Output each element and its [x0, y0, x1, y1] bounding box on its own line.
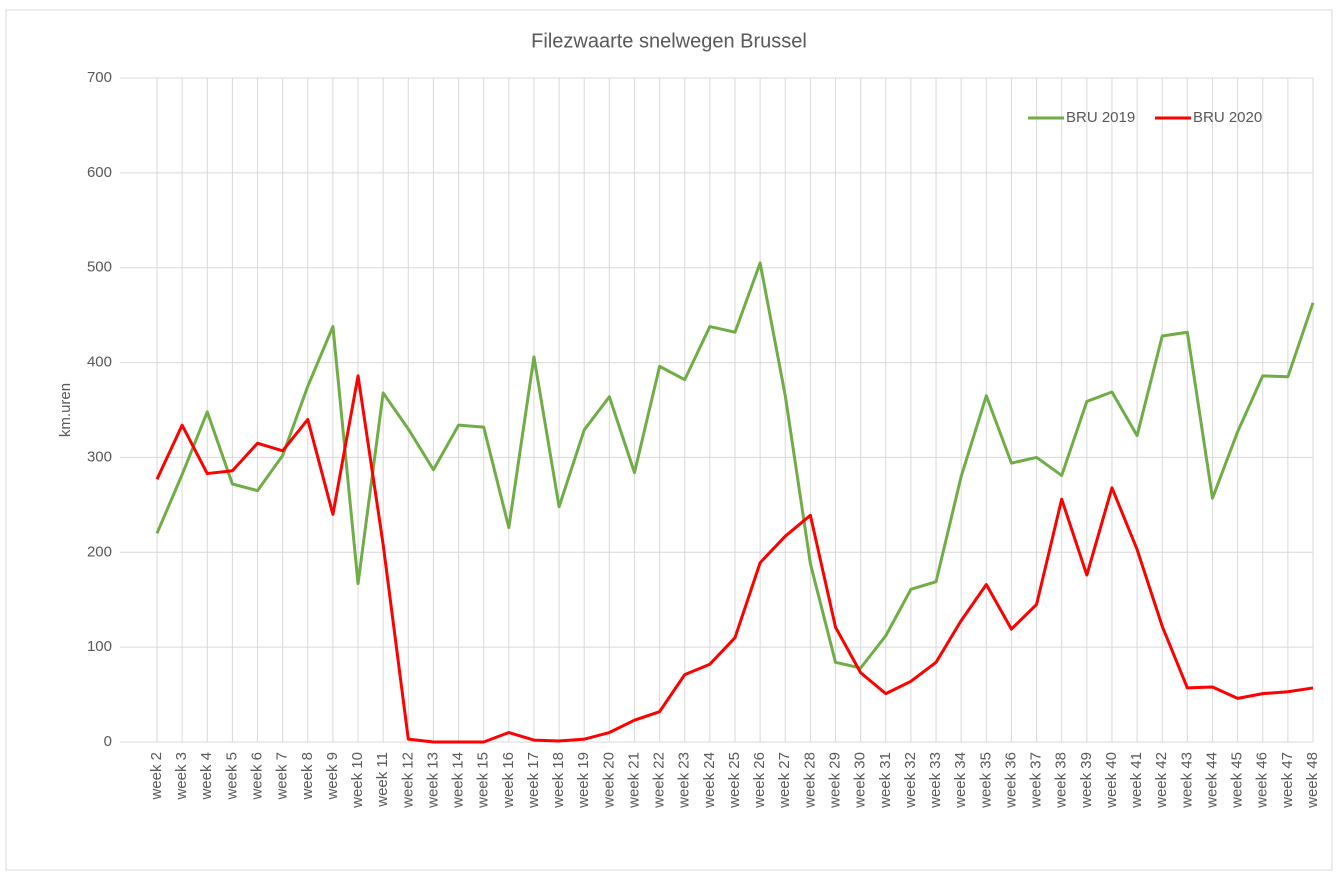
- y-axis-title: km.uren: [57, 383, 74, 437]
- chart-frame: [5, 9, 1333, 871]
- x-tick-label: week 45: [1229, 752, 1246, 809]
- x-tick-label: week 38: [1053, 752, 1070, 809]
- legend-label: BRU 2019: [1066, 109, 1135, 126]
- x-tick-label: week 14: [450, 752, 467, 809]
- x-tick-label: week 9: [324, 752, 341, 801]
- x-tick-label: week 5: [223, 752, 240, 801]
- x-tick-label: week 3: [173, 752, 190, 801]
- x-tick-label: week 42: [1153, 752, 1170, 809]
- series-line: [155, 374, 1314, 744]
- x-tick-label: week 31: [877, 752, 894, 809]
- x-tick-label: week 2: [148, 752, 165, 801]
- y-tick-label: 500: [87, 259, 112, 276]
- x-tick-label: week 8: [299, 752, 316, 801]
- x-tick-label: week 29: [826, 752, 843, 809]
- x-tick-label: week 15: [475, 752, 492, 809]
- y-tick-label: 200: [87, 543, 112, 560]
- x-tick-label: week 25: [726, 752, 743, 809]
- x-tick-label: week 21: [625, 752, 642, 809]
- x-tick-label: week 40: [1103, 752, 1120, 809]
- x-tick-label: week 44: [1203, 752, 1220, 809]
- x-tick-label: week 36: [1002, 752, 1019, 809]
- y-tick-label: 700: [87, 69, 112, 86]
- x-tick-label: week 39: [1078, 752, 1095, 809]
- series-line: [155, 261, 1315, 670]
- x-tick-label: week 19: [575, 752, 592, 809]
- x-tick-label: week 43: [1178, 752, 1195, 809]
- y-tick-label: 600: [87, 164, 112, 181]
- x-tick-label: week 27: [776, 752, 793, 809]
- x-tick-label: week 7: [274, 752, 291, 801]
- x-tick-label: week 11: [374, 752, 391, 808]
- x-tick-label: week 4: [198, 752, 215, 801]
- x-tick-label: week 47: [1279, 752, 1296, 809]
- x-tick-label: week 12: [399, 752, 416, 809]
- x-tick-label: week 32: [902, 752, 919, 809]
- x-tick-label: week 24: [701, 752, 718, 809]
- legend-label: BRU 2020: [1193, 109, 1262, 126]
- x-tick-label: week 48: [1304, 752, 1321, 809]
- x-tick-label: week 33: [927, 752, 944, 809]
- y-tick-label: 400: [87, 354, 112, 371]
- y-tick-label: 0: [104, 733, 112, 750]
- x-tick-label: week 30: [852, 752, 869, 809]
- x-tick-label: week 18: [550, 752, 567, 809]
- x-tick-label: week 17: [525, 752, 542, 809]
- chart-title: Filezwaarte snelwegen Brussel: [531, 30, 807, 52]
- x-tick-label: week 20: [600, 752, 617, 809]
- x-tick-label: week 41: [1128, 752, 1145, 809]
- y-tick-label: 300: [87, 448, 112, 465]
- x-tick-label: week 28: [801, 752, 818, 809]
- x-tick-label: week 37: [1028, 752, 1045, 809]
- y-tick-label: 100: [87, 638, 112, 655]
- x-tick-label: week 16: [500, 752, 517, 809]
- x-tick-label: week 26: [751, 752, 768, 809]
- x-tick-label: week 22: [651, 752, 668, 809]
- x-tick-label: week 34: [952, 752, 969, 809]
- x-tick-label: week 13: [424, 752, 441, 809]
- x-tick-label: week 10: [349, 752, 366, 809]
- x-tick-label: week 46: [1254, 752, 1271, 809]
- x-tick-label: week 6: [248, 752, 265, 801]
- x-tick-label: week 35: [977, 752, 994, 809]
- x-tick-label: week 23: [676, 752, 693, 809]
